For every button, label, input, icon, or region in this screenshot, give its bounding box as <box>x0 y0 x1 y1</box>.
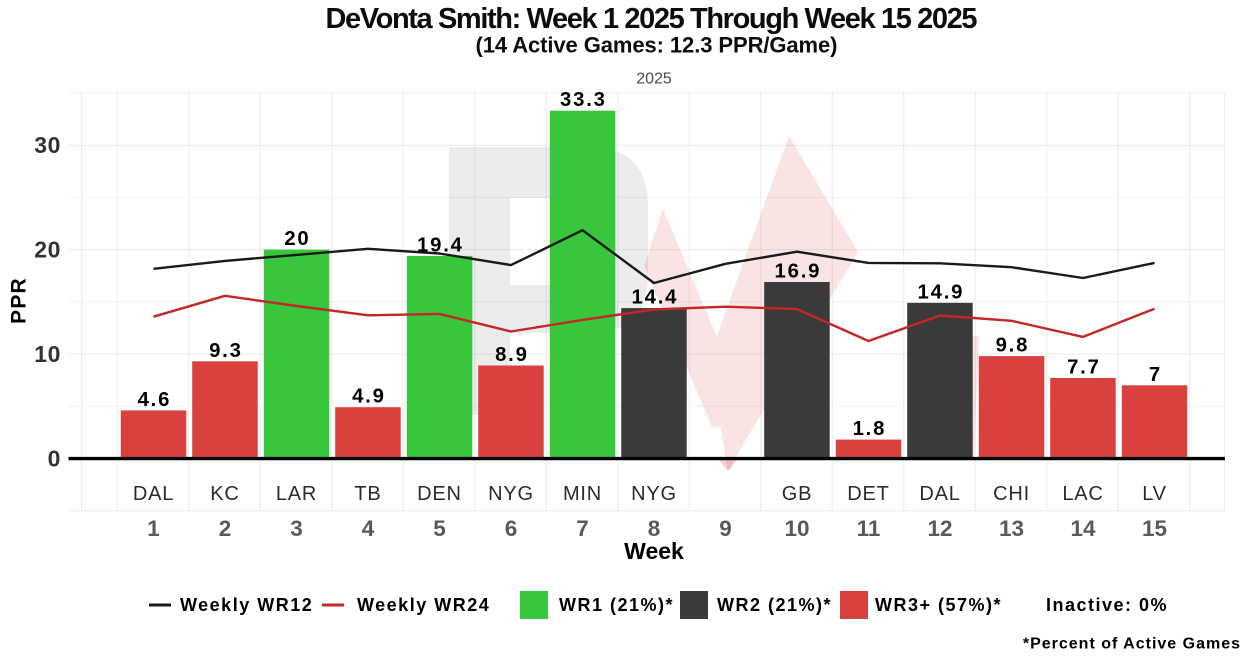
svg-text:GB: GB <box>782 483 813 505</box>
svg-text:7.7: 7.7 <box>1067 357 1101 379</box>
svg-text:10: 10 <box>784 516 809 541</box>
svg-text:11: 11 <box>857 516 881 541</box>
svg-text:Inactive: 0%: Inactive: 0% <box>1046 595 1168 615</box>
svg-text:20: 20 <box>284 228 310 250</box>
svg-text:9: 9 <box>719 516 732 541</box>
svg-text:DET: DET <box>847 483 889 505</box>
svg-text:20: 20 <box>34 237 61 263</box>
svg-text:WR1 (21%)*: WR1 (21%)* <box>559 595 674 615</box>
svg-text:WR3+ (57%)*: WR3+ (57%)* <box>875 595 1002 615</box>
svg-text:8.9: 8.9 <box>495 344 529 366</box>
svg-text:12: 12 <box>927 516 952 541</box>
svg-text:KC: KC <box>210 483 239 505</box>
svg-text:CHI: CHI <box>993 483 1030 505</box>
svg-text:16.9: 16.9 <box>775 261 822 283</box>
svg-text:10: 10 <box>34 341 61 367</box>
svg-text:30: 30 <box>34 132 61 158</box>
svg-text:DeVonta Smith: Week 1 2025 Thr: DeVonta Smith: Week 1 2025 Through Week … <box>326 3 978 35</box>
svg-text:1: 1 <box>147 516 160 541</box>
svg-text:7: 7 <box>1149 364 1162 386</box>
svg-text:NYG: NYG <box>488 483 534 505</box>
svg-text:LAC: LAC <box>1062 483 1103 505</box>
svg-text:14.4: 14.4 <box>632 287 679 309</box>
svg-text:(14 Active Games: 12.3 PPR/Gam: (14 Active Games: 12.3 PPR/Game) <box>476 33 838 58</box>
svg-text:13: 13 <box>999 516 1024 541</box>
svg-text:DAL: DAL <box>919 483 960 505</box>
svg-text:1.8: 1.8 <box>853 418 887 440</box>
svg-text:8: 8 <box>648 516 661 541</box>
svg-text:MIN: MIN <box>563 483 602 505</box>
svg-text:Weekly WR12: Weekly WR12 <box>180 595 313 615</box>
svg-text:LV: LV <box>1142 483 1167 505</box>
svg-text:0: 0 <box>48 445 61 471</box>
svg-text:2025: 2025 <box>636 71 672 88</box>
svg-text:Week: Week <box>624 538 684 564</box>
svg-text:*Percent of Active Games: *Percent of Active Games <box>1023 636 1241 653</box>
svg-text:9.8: 9.8 <box>996 335 1030 357</box>
svg-text:9.3: 9.3 <box>209 340 243 362</box>
svg-text:2: 2 <box>219 516 232 541</box>
svg-text:PPR: PPR <box>8 277 31 324</box>
svg-text:4: 4 <box>362 516 375 541</box>
svg-text:3: 3 <box>290 516 303 541</box>
svg-text:14: 14 <box>1070 516 1096 541</box>
svg-text:WR2 (21%)*: WR2 (21%)* <box>717 595 832 615</box>
svg-text:6: 6 <box>505 516 518 541</box>
svg-text:7: 7 <box>576 516 589 541</box>
svg-text:15: 15 <box>1142 516 1167 541</box>
svg-text:TB: TB <box>354 483 381 505</box>
svg-text:NYG: NYG <box>631 483 677 505</box>
svg-text:4.6: 4.6 <box>138 389 172 411</box>
svg-text:5: 5 <box>433 516 446 541</box>
svg-text:19.4: 19.4 <box>417 234 464 256</box>
svg-text:DAL: DAL <box>133 483 174 505</box>
svg-text:4.9: 4.9 <box>352 386 386 408</box>
svg-text:DEN: DEN <box>417 483 462 505</box>
svg-text:33.3: 33.3 <box>560 89 607 111</box>
svg-text:LAR: LAR <box>276 483 317 505</box>
svg-text:14.9: 14.9 <box>918 281 965 303</box>
svg-text:Weekly WR24: Weekly WR24 <box>357 595 490 615</box>
